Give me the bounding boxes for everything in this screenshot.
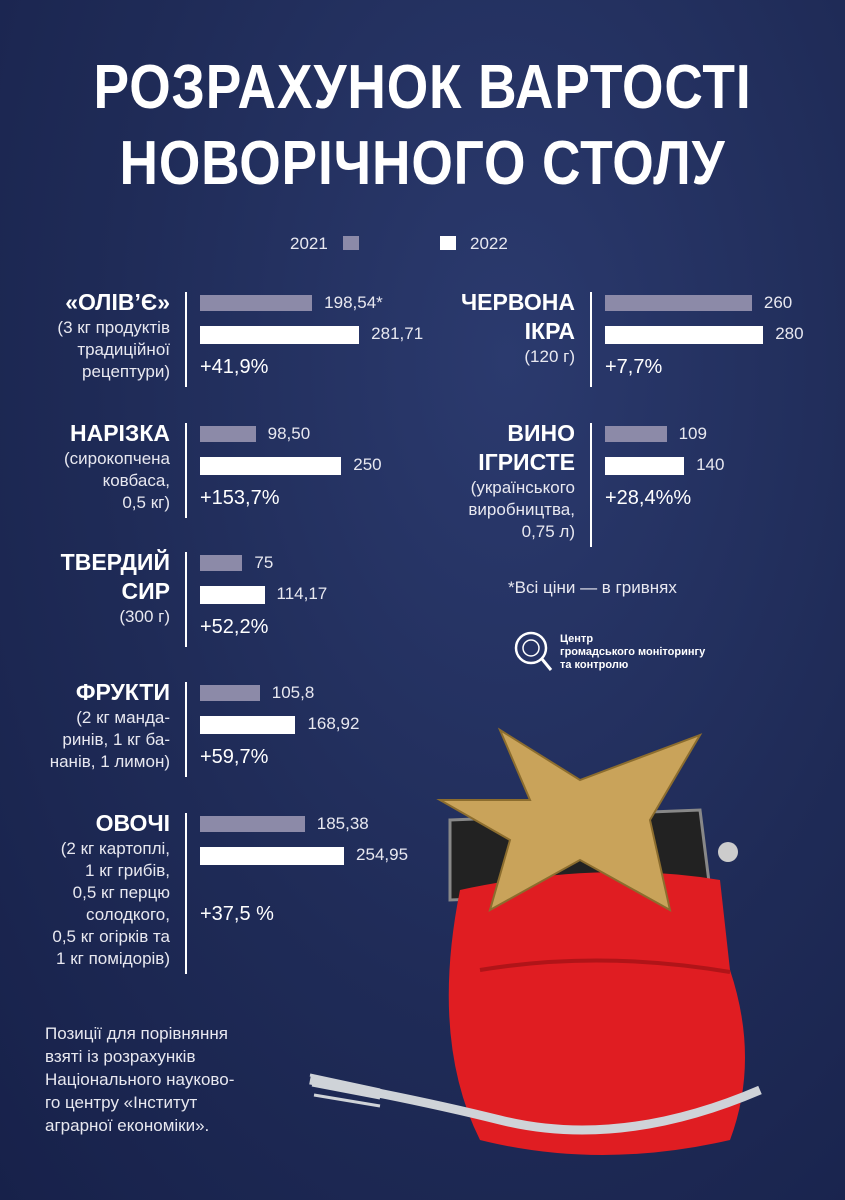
bar: [200, 326, 360, 344]
value-label: 75: [254, 553, 274, 572]
value-label: 185,38: [316, 814, 369, 833]
bar: [200, 457, 342, 475]
divider: [185, 552, 187, 647]
category-note: (українського виробництва, 0,75 л): [468, 478, 575, 541]
value-label: 114,17: [276, 584, 328, 603]
category-note: (300 г): [119, 607, 170, 626]
category-name: ТВЕРДИЙ СИР: [60, 549, 170, 604]
divider: [185, 423, 187, 518]
divider: [590, 292, 592, 387]
source: Позиції для порівняння взяті із розрахун…: [45, 1024, 235, 1135]
title-line: НОВОРІЧНОГО СТОЛУ: [119, 129, 726, 198]
title-line: РОЗРАХУНОК ВАРТОСТІ: [93, 53, 752, 122]
category-note: (120 г): [524, 347, 575, 366]
bar: [605, 426, 667, 442]
item-label: ТВЕРДИЙ СИР (300 г): [0, 548, 170, 628]
item-label: НАРІЗКА (сирокопчена ковбаса, 0,5 кг): [0, 419, 170, 514]
value-label: 260: [763, 293, 793, 312]
value-label: 168,92: [307, 714, 360, 733]
category-note: (2 кг картоплі, 1 кг грибів, 0,5 кг перц…: [52, 839, 170, 968]
bar: [200, 685, 260, 701]
item-label: «ОЛІВ’Є» (3 кг продуктів традиційної реце…: [0, 288, 170, 383]
value-label: 140: [696, 455, 725, 474]
value-label: 105,8: [271, 683, 315, 702]
bar: [200, 816, 305, 832]
bar: [200, 295, 313, 311]
category-note: (2 кг манда- ринів, 1 кг ба- нанів, 1 ли…: [49, 708, 170, 771]
change-label: +52,2%: [200, 616, 269, 638]
category-name: ФРУКТИ: [75, 679, 170, 705]
legend-swatch: [343, 236, 359, 250]
change-label: +7,7%: [605, 356, 663, 378]
divider: [185, 682, 187, 777]
category-note: (3 кг продуктів традиційної рецептури): [57, 318, 170, 381]
value-label: 250: [353, 455, 382, 474]
value-label: 98,50: [267, 424, 311, 443]
bar: [605, 326, 764, 344]
value-label: 109: [678, 424, 707, 443]
legend-swatch: [440, 236, 456, 250]
bar: [605, 457, 685, 475]
item-label: ЧЕРВОНА ІКРА (120 г): [340, 288, 575, 368]
legend-label: 2021: [290, 234, 328, 253]
value-label: 198,54*: [324, 293, 383, 312]
change-label: +41,9%: [200, 356, 269, 378]
bar: [200, 555, 243, 571]
bar: [605, 295, 752, 311]
divider: [185, 292, 187, 387]
value-label: 281,71: [371, 324, 424, 343]
logo-icon: [514, 631, 553, 671]
divider: [185, 813, 187, 974]
legend-label: 2022: [470, 234, 508, 253]
bar: [200, 716, 296, 734]
bar: [200, 426, 256, 442]
logo-text: Центр громадського моніторингу та контро…: [560, 633, 706, 671]
category-note: (сирокопчена ковбаса, 0,5 кг): [63, 449, 170, 512]
category-name: ОВОЧІ: [95, 810, 170, 836]
category-name: НАРІЗКА: [69, 420, 170, 446]
change-label: +59,7%: [200, 746, 269, 768]
value-label: 280: [775, 324, 804, 343]
category-name: «ОЛІВ’Є»: [65, 289, 170, 315]
category-name: ВИНО ІГРИСТЕ: [478, 420, 575, 475]
illustration: [309, 727, 762, 1155]
category-name: ЧЕРВОНА ІКРА: [461, 289, 575, 344]
change-label: +153,7%: [200, 487, 280, 509]
bar: [200, 847, 345, 865]
divider: [590, 423, 592, 547]
footnote: *Всі ціни — в гривнях: [508, 578, 677, 597]
value-label: 254,95: [356, 845, 409, 864]
change-label: +28,4%%: [605, 487, 692, 509]
item-label: ВИНО ІГРИСТЕ (українського виробництва, 0…: [340, 419, 575, 543]
bar: [200, 586, 265, 604]
change-label: +37,5 %: [200, 903, 274, 925]
item-label: ОВОЧІ (2 кг картоплі, 1 кг грибів, 0,5 кг…: [0, 809, 170, 970]
item-label: ФРУКТИ (2 кг манда- ринів, 1 кг ба- нанів…: [0, 678, 170, 773]
